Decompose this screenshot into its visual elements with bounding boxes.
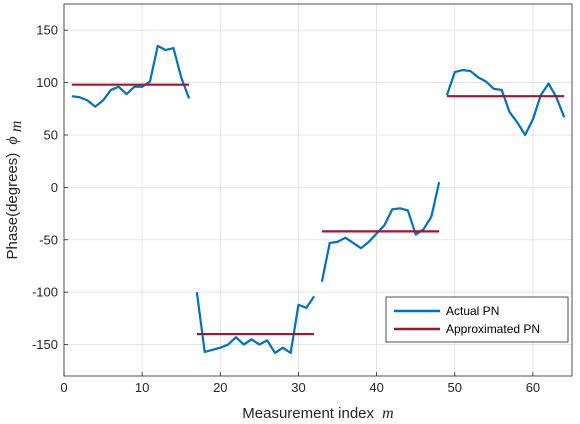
x-tick-label: 40 — [369, 380, 383, 395]
legend-label-actual-pn: Actual PN — [446, 304, 499, 318]
x-axis-label-text: Measurement index — [242, 405, 374, 422]
y-tick-label: 0 — [51, 180, 58, 195]
x-axis-label-math: m — [382, 405, 394, 422]
legend-box — [385, 296, 569, 343]
x-tick-label: 20 — [213, 380, 227, 395]
y-tick-label: 100 — [36, 75, 58, 90]
y-tick-label: -150 — [32, 337, 58, 352]
x-tick-label: 30 — [291, 380, 305, 395]
x-tick-labels: 0 10 20 30 40 50 60 — [60, 372, 540, 395]
y-tick-label: -100 — [32, 285, 58, 300]
y-axis-label-math: ϕ — [4, 136, 21, 144]
y-tick-label: 150 — [36, 23, 58, 38]
series-line-actual-pn — [195, 292, 316, 355]
series-line-actual-pn — [445, 68, 566, 137]
y-axis-label: Phase(degrees) ϕ m — [4, 121, 25, 260]
y-tick-label: 50 — [44, 127, 58, 142]
x-tick-label: 60 — [526, 380, 540, 395]
legend: Actual PN Approximated PN — [385, 296, 569, 343]
legend-label-approximated-pn: Approximated PN — [446, 322, 540, 336]
y-tick-labels: 150 100 50 0 -50 -100 -150 — [32, 23, 68, 352]
x-tick-label: 10 — [135, 380, 149, 395]
y-tick-label: -50 — [39, 232, 58, 247]
x-axis-label: Measurement index m — [242, 405, 393, 422]
series-layer — [71, 44, 566, 355]
x-tick-label: 0 — [60, 380, 67, 395]
x-tick-label: 50 — [448, 380, 462, 395]
plot-frame — [63, 3, 573, 377]
y-axis-label-math-sub: m — [8, 121, 25, 133]
series-line-actual-pn — [71, 44, 191, 108]
y-axis-label-text: Phase(degrees) — [4, 153, 21, 260]
